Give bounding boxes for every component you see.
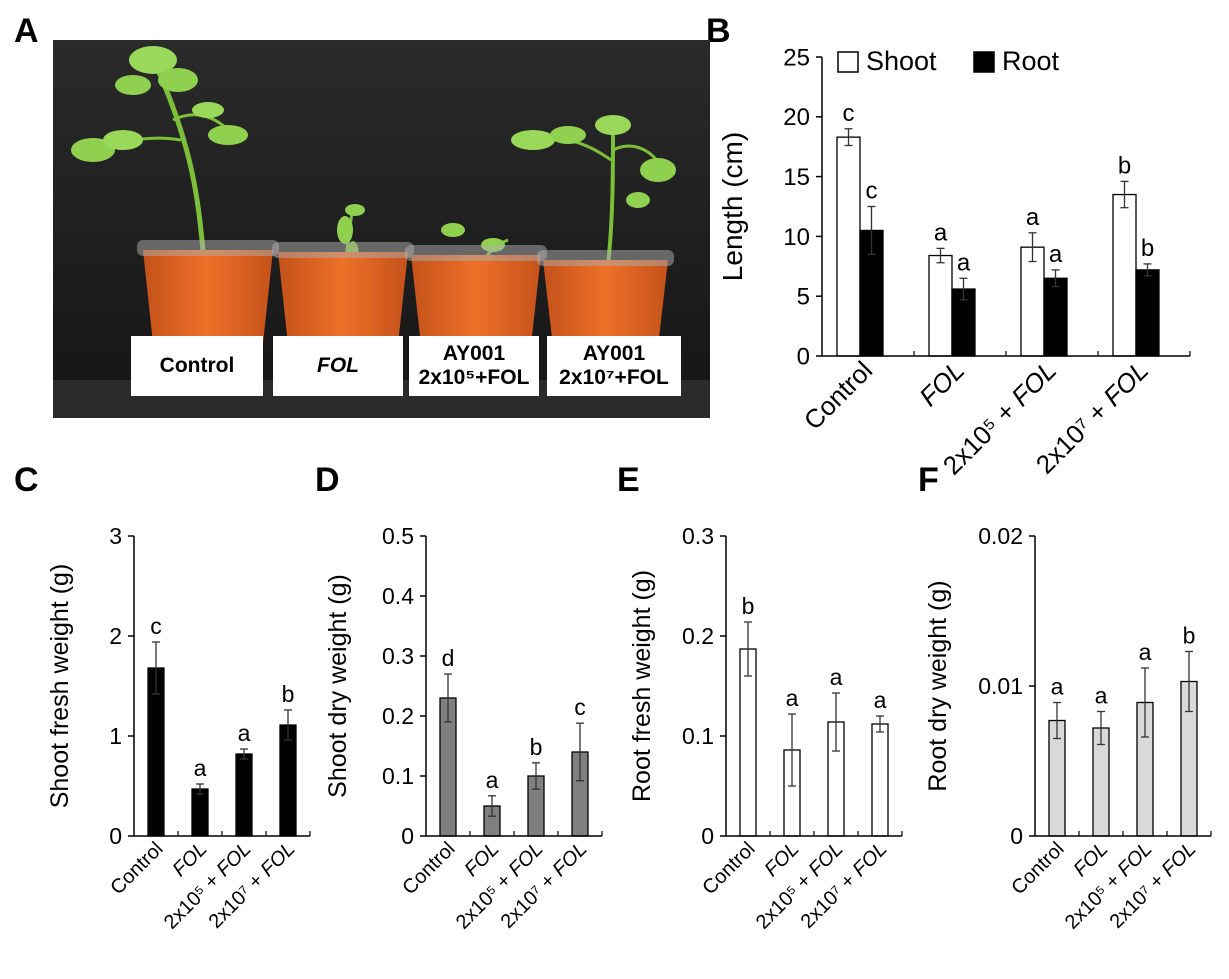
- chart-c-shoot-fresh-weight: Shoot fresh weight (g)0123cControlaFOLa2…: [46, 523, 311, 934]
- y-tick-label: 10: [783, 224, 810, 251]
- plant-2x10-7: [511, 115, 676, 266]
- significance-letter: b: [1141, 235, 1154, 262]
- significance-letter: a: [194, 755, 207, 781]
- bar: [191, 788, 209, 837]
- y-tick-label: 0.2: [682, 623, 714, 649]
- photo-label-control: Control: [131, 336, 263, 396]
- bar: [1112, 193, 1137, 357]
- y-axis-label: Length (cm): [717, 132, 748, 281]
- panel-label-c: C: [14, 461, 39, 499]
- significance-letter: a: [830, 664, 843, 690]
- legend-label: Root: [1002, 46, 1060, 76]
- y-tick-label: 0.5: [382, 523, 414, 549]
- significance-letter: b: [1183, 623, 1196, 649]
- photo-label-ay001-2x10-7: AY001 2x10⁷+FOL: [547, 336, 681, 396]
- y-tick-label: 5: [797, 284, 810, 311]
- significance-letter: c: [843, 100, 855, 127]
- y-tick-label: 0: [701, 823, 714, 849]
- y-tick-label: 0: [109, 823, 122, 849]
- significance-letter: a: [1026, 204, 1040, 231]
- y-axis-label: Shoot fresh weight (g): [46, 564, 74, 809]
- significance-letter: c: [150, 613, 162, 639]
- y-tick-label: 1: [109, 723, 122, 749]
- y-tick-label: 0.02: [978, 523, 1023, 549]
- significance-letter: c: [866, 178, 878, 205]
- photo-label-ay001-2x10-5: AY001 2x10⁵+FOL: [409, 336, 539, 396]
- bar: [1020, 246, 1045, 357]
- panel-label-d: D: [315, 461, 340, 499]
- bar: [235, 753, 253, 837]
- panel-label-e: E: [617, 461, 640, 499]
- panel-label-f: F: [918, 461, 939, 499]
- significance-letter: a: [486, 767, 499, 793]
- significance-letter: a: [1139, 639, 1152, 665]
- chart-e-root-fresh-weight: Root fresh weight (g)00.10.20.3bControla…: [628, 523, 903, 934]
- y-tick-label: 15: [783, 164, 810, 191]
- y-tick-label: 0: [797, 343, 810, 370]
- chart-f-root-dry-weight: Root dry weight (g)00.010.02aControlaFOL…: [924, 523, 1212, 934]
- legend-swatch: [837, 51, 859, 73]
- y-tick-label: 20: [783, 104, 810, 131]
- significance-letter: b: [1118, 152, 1131, 179]
- y-tick-label: 0.1: [382, 763, 414, 789]
- bar: [279, 724, 297, 837]
- y-tick-label: 2: [109, 623, 122, 649]
- significance-letter: a: [874, 687, 887, 713]
- chart-d-shoot-dry-weight: Shoot dry weight (g)00.10.20.30.40.5dCon…: [324, 523, 603, 934]
- y-axis-label: Root dry weight (g): [924, 580, 952, 791]
- bar: [1135, 269, 1160, 357]
- legend-swatch: [973, 51, 995, 73]
- panel-label-a: A: [14, 12, 39, 50]
- significance-letter: a: [786, 685, 799, 711]
- significance-letter: b: [530, 734, 543, 760]
- significance-letter: a: [1051, 674, 1064, 700]
- y-tick-label: 0: [1010, 823, 1023, 849]
- significance-letter: d: [442, 645, 455, 671]
- y-tick-label: 25: [783, 44, 810, 71]
- y-axis-label: Shoot dry weight (g): [324, 574, 352, 798]
- significance-letter: a: [957, 249, 971, 276]
- significance-letter: b: [742, 593, 755, 619]
- x-tick-label: FOL: [913, 355, 970, 412]
- bar: [871, 723, 889, 837]
- plant-photo: Control FOL AY001 2x10⁵+FOL AY001 2x10⁷+…: [53, 40, 710, 418]
- bar: [1043, 277, 1068, 357]
- chart-b-length: Length (cm)0510152025ccControlaaFOLaa2x1…: [717, 44, 1191, 480]
- legend-label: Shoot: [866, 46, 937, 76]
- significance-letter: b: [282, 681, 295, 707]
- y-tick-label: 0.3: [682, 523, 714, 549]
- significance-letter: a: [934, 219, 948, 246]
- bar: [836, 136, 861, 357]
- y-tick-label: 0.4: [382, 583, 414, 609]
- y-tick-label: 0.01: [978, 673, 1023, 699]
- y-tick-label: 0.1: [682, 723, 714, 749]
- y-tick-label: 3: [109, 523, 122, 549]
- bar: [928, 254, 953, 357]
- panel-label-b: B: [706, 12, 731, 50]
- significance-letter: a: [1095, 683, 1108, 709]
- y-tick-label: 0.2: [382, 703, 414, 729]
- y-axis-label: Root fresh weight (g): [628, 570, 656, 802]
- plant-control: [71, 46, 248, 251]
- significance-letter: a: [1049, 241, 1063, 268]
- significance-letter: c: [574, 694, 586, 720]
- photo-label-fol: FOL: [273, 336, 403, 396]
- y-tick-label: 0.3: [382, 643, 414, 669]
- significance-letter: a: [238, 720, 251, 746]
- bar: [739, 648, 757, 837]
- y-tick-label: 0: [401, 823, 414, 849]
